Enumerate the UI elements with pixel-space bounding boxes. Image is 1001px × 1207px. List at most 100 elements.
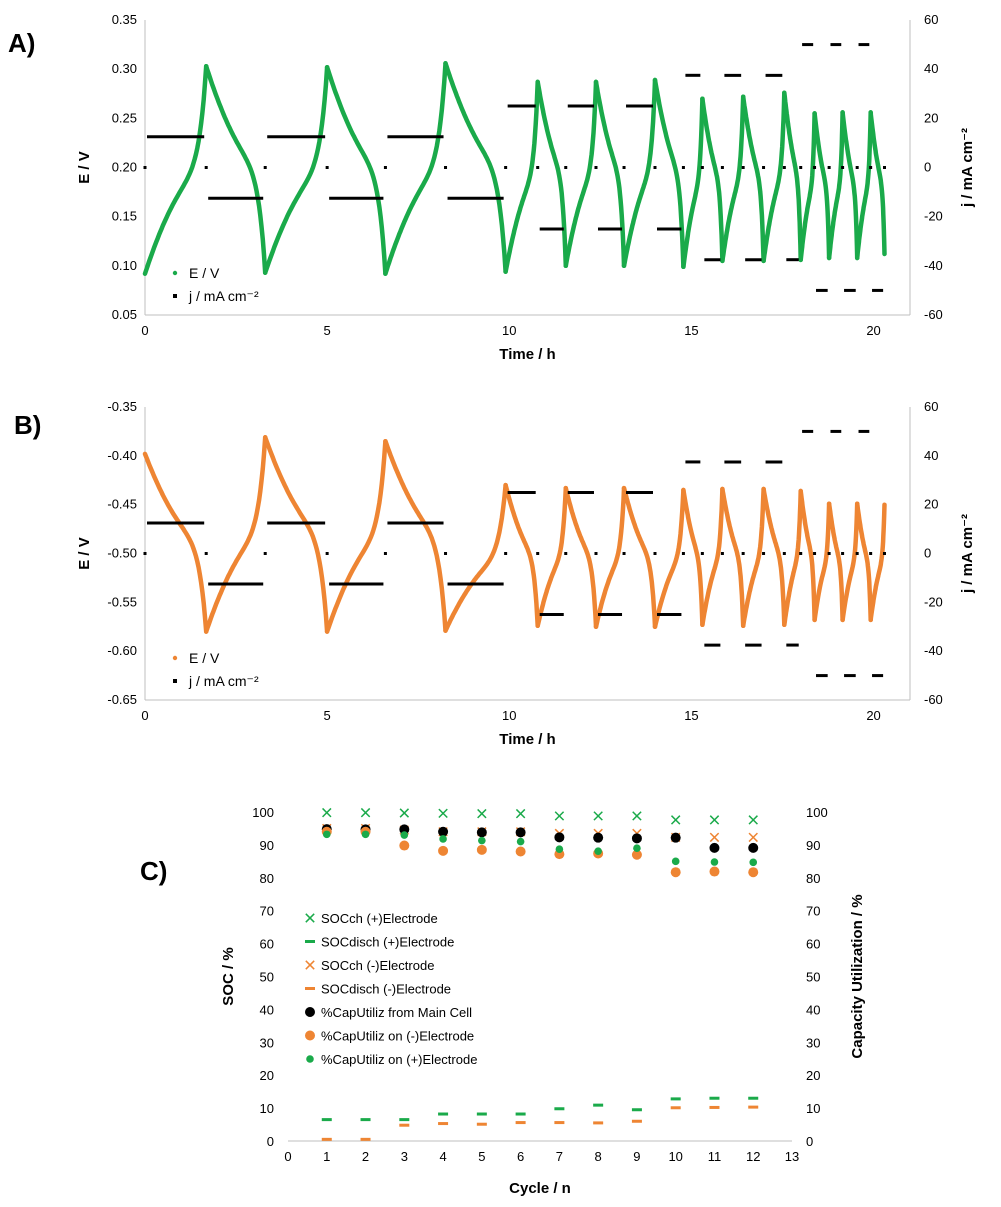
x-stroke [477, 808, 487, 819]
data-point [633, 844, 641, 852]
e-series-segment [503, 79, 540, 274]
data-point [438, 1122, 449, 1126]
legend-e-label: E / V [189, 265, 220, 281]
j-zero-point [883, 166, 886, 169]
panel-c-chart: C)01020304050607080901000102030405060708… [140, 805, 866, 1197]
x-tick-label: 20 [866, 323, 880, 338]
y2-tick-label: 40 [806, 1002, 820, 1017]
y2-tick-label: 50 [806, 970, 820, 985]
data-point [438, 808, 448, 819]
data-point [631, 849, 642, 860]
j-zero-point [383, 552, 387, 555]
e-series-segment [262, 435, 330, 634]
legend-e-label: E / V [189, 650, 220, 666]
y2-tick-label: 20 [924, 497, 938, 512]
x-tick-label: 10 [502, 708, 516, 723]
legend-marker [305, 987, 315, 990]
e-series-segment [868, 502, 887, 623]
j-zero-point [444, 166, 448, 169]
x-tick-label: 0 [141, 323, 148, 338]
data-point [709, 1105, 720, 1109]
y-tick-label: 0.10 [112, 258, 137, 273]
data-point [515, 827, 526, 838]
y-tick-label: 10 [260, 1101, 274, 1116]
j-zero-point [720, 166, 724, 169]
j-zero-point [204, 552, 208, 555]
j-zero-point [325, 552, 329, 555]
data-point [554, 1121, 565, 1125]
data-point [399, 824, 410, 835]
data-point [593, 1103, 604, 1107]
data-point [554, 832, 565, 843]
e-series-segment [535, 485, 569, 629]
e-series-segment [443, 482, 508, 633]
y-tick-label: 100 [252, 805, 274, 820]
e-series-segment [840, 501, 860, 623]
j-zero-point [799, 166, 803, 169]
y-tick-label: 70 [260, 904, 274, 919]
legend-marker [305, 913, 315, 923]
y-tick-label: -0.40 [107, 448, 137, 463]
data-point [709, 832, 720, 843]
data-point [670, 1106, 681, 1110]
legend-label: %CapUtiliz on (+)Electrode [321, 1052, 477, 1067]
e-series-segment [854, 110, 873, 261]
j-zero-point [681, 552, 685, 555]
j-zero-point [263, 552, 267, 555]
data-point [631, 1108, 642, 1112]
x-axis-label: Time / h [499, 731, 555, 748]
y-tick-label: 80 [260, 871, 274, 886]
x-stroke [399, 808, 410, 818]
x-tick-label: 13 [785, 1149, 799, 1164]
j-zero-point [827, 552, 831, 555]
y2-tick-label: 10 [806, 1101, 820, 1116]
y-tick-label: 40 [260, 1002, 274, 1017]
data-point [360, 1137, 371, 1141]
j-zero-point [143, 166, 147, 169]
y-tick-label: -0.55 [107, 594, 137, 609]
y2-tick-label: 40 [924, 448, 938, 463]
y2-tick-label: 0 [924, 160, 931, 175]
y-tick-label: -0.45 [107, 497, 137, 512]
data-point [632, 811, 642, 821]
x-tick-label: 7 [556, 1149, 563, 1164]
data-point [748, 1096, 759, 1100]
e-series-segment [782, 90, 803, 263]
x-stroke [748, 832, 758, 843]
j-zero-point [594, 166, 598, 169]
legend-label: SOCdisch (-)Electrode [321, 982, 451, 997]
legend-j-label: j / mA cm⁻² [188, 673, 259, 689]
j-zero-point [827, 166, 831, 169]
data-point [515, 1112, 526, 1116]
y2-tick-label: 40 [924, 61, 938, 76]
panel-label: A) [8, 28, 35, 58]
data-point [748, 815, 758, 825]
x-tick-label: 9 [633, 1149, 640, 1164]
e-series-segment [652, 487, 686, 630]
x-tick-label: 10 [502, 323, 516, 338]
e-series-segment [854, 501, 873, 623]
data-point [321, 1137, 332, 1141]
data-point [360, 1118, 371, 1122]
j-zero-point [594, 552, 598, 555]
j-zero-point [855, 166, 859, 169]
data-point [321, 1118, 332, 1122]
y2-tick-label: 20 [924, 110, 938, 125]
e-series-segment [812, 501, 832, 623]
j-zero-point [799, 552, 803, 555]
j-zero-point [622, 166, 626, 169]
j-zero-point [720, 552, 724, 555]
j-zero-point [204, 166, 208, 169]
x-stroke [593, 811, 603, 821]
j-zero-point [263, 166, 267, 169]
y-tick-label: 0.35 [112, 12, 137, 27]
y2-tick-label: -40 [924, 643, 943, 658]
legend-label: SOCch (+)Electrode [321, 911, 438, 926]
y2-tick-label: -60 [924, 692, 943, 707]
y-tick-label: 50 [260, 970, 274, 985]
x-tick-label: 11 [708, 1149, 722, 1164]
y-axis-label: E / V [76, 151, 93, 184]
panel-b-chart: B) -0.65 -0.60 -0.55 -0.50 -0.45 -0.40 -0.35 -60… [14, 399, 976, 748]
legend-label: %CapUtiliz on (-)Electrode [321, 1029, 474, 1044]
j-zero-point [653, 166, 657, 169]
